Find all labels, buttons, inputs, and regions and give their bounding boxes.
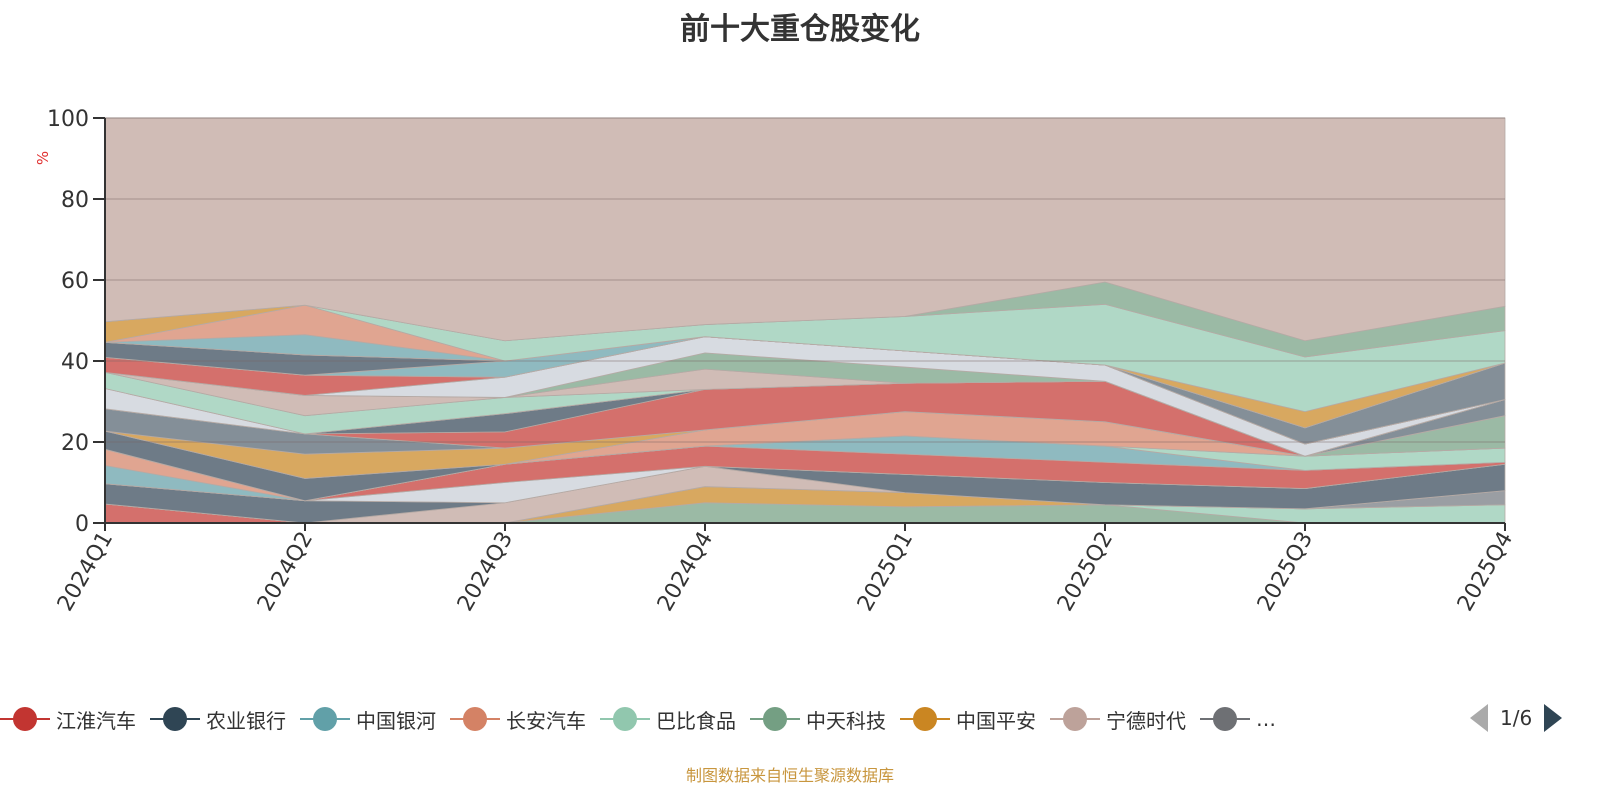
legend-marker-icon [1200, 706, 1250, 732]
legend-marker-icon [300, 706, 350, 732]
legend: 江淮汽车 农业银行 中国银河 长安汽车 巴比食品 中天科技 中国平安 宁德时代 … [0, 704, 1290, 734]
chart-title: 前十大重仓股变化 [680, 12, 920, 47]
legend-marker-icon [600, 706, 650, 732]
legend-marker-icon [0, 706, 50, 732]
y-tick-label: 40 [61, 350, 89, 375]
legend-pager: 1/6 [1470, 704, 1563, 732]
legend-prev-icon[interactable] [1470, 704, 1488, 732]
x-tick-label: 2024Q3 [453, 528, 518, 616]
y-tick-label: 100 [47, 107, 89, 132]
x-tick-label: 2025Q1 [853, 528, 918, 616]
legend-label: 江淮汽车 [56, 708, 136, 733]
legend-next-icon[interactable] [1544, 704, 1563, 732]
legend-item[interactable]: 江淮汽车 [0, 705, 136, 734]
y-tick-label: 60 [61, 269, 89, 294]
legend-item[interactable]: 中天科技 [750, 705, 886, 734]
area-bands [104, 117, 1506, 524]
legend-marker-icon [1050, 706, 1100, 732]
x-tick-label: 2024Q2 [253, 528, 318, 616]
legend-label: 长安汽车 [506, 708, 586, 733]
x-tick-label: 2024Q1 [53, 528, 118, 616]
legend-marker-icon [750, 706, 800, 732]
legend-item[interactable]: 中国平安 [900, 705, 1036, 734]
y-tick-label: 80 [61, 188, 89, 213]
legend-label: 中国银河 [356, 708, 436, 733]
legend-item[interactable]: 巴比食品 [600, 705, 736, 734]
y-tick-label: 20 [61, 431, 89, 456]
legend-item[interactable]: … [1200, 706, 1276, 732]
legend-label: … [1256, 707, 1276, 731]
x-tick-label: 2025Q4 [1453, 528, 1518, 616]
legend-marker-icon [900, 706, 950, 732]
legend-item[interactable]: 长安汽车 [450, 705, 586, 734]
legend-label: 中国平安 [956, 708, 1036, 733]
legend-page: 1/6 [1500, 706, 1533, 730]
legend-marker-icon [150, 706, 200, 732]
y-axis-unit: % [34, 151, 52, 165]
y-tick-label: 0 [75, 512, 89, 537]
legend-label: 宁德时代 [1106, 708, 1186, 733]
legend-marker-icon [450, 706, 500, 732]
x-tick-label: 2025Q2 [1053, 528, 1118, 616]
gridlines [105, 117, 1505, 443]
data-source-note: 制图数据来自恒生聚源数据库 [685, 766, 894, 785]
area-band-33 [104, 117, 1506, 342]
x-tick-label: 2025Q3 [1253, 528, 1318, 616]
legend-label: 巴比食品 [656, 708, 736, 733]
legend-label: 农业银行 [206, 708, 286, 733]
legend-item[interactable]: 中国银河 [300, 705, 436, 734]
x-tick-label: 2024Q4 [653, 528, 718, 616]
legend-item[interactable]: 农业银行 [150, 705, 286, 734]
legend-label: 中天科技 [806, 708, 886, 733]
legend-item[interactable]: 宁德时代 [1050, 705, 1186, 734]
